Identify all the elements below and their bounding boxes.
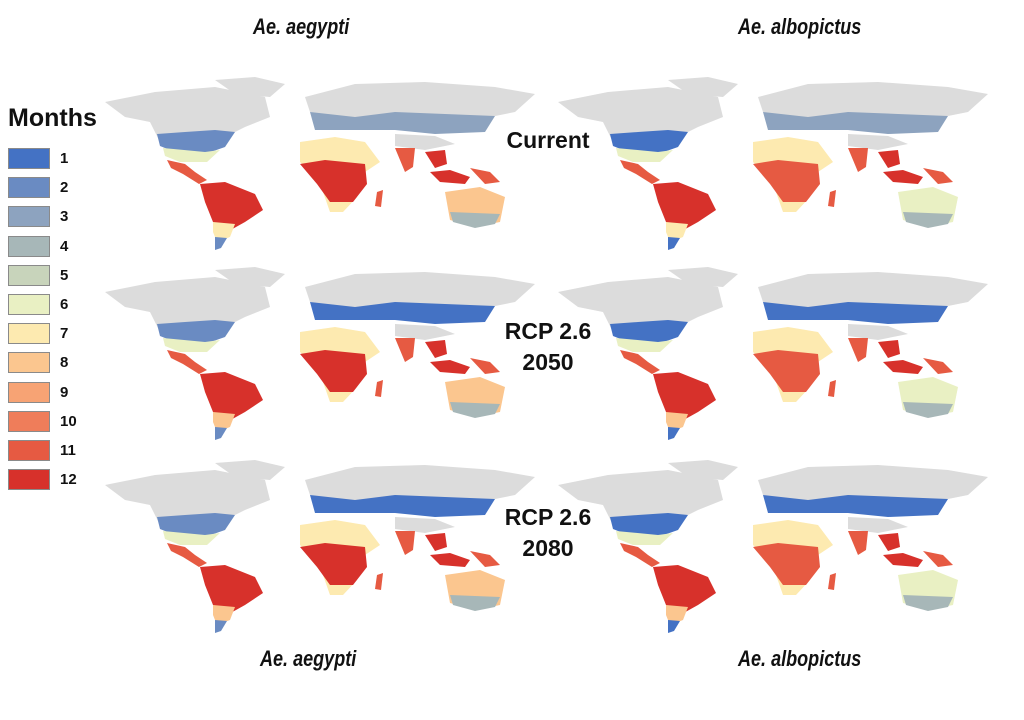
legend-swatch [8, 469, 50, 491]
column-title-albopictus-top: Ae. albopictus [738, 14, 862, 39]
legend-label: 6 [60, 296, 69, 314]
legend-label: 5 [60, 266, 69, 284]
legend-item-9: 9 [8, 378, 77, 407]
legend-label: 3 [60, 208, 69, 226]
legend-swatch [8, 148, 50, 170]
legend-label: 1 [60, 150, 69, 168]
legend-item-1: 1 [8, 144, 77, 173]
map-albopictus-2080 [548, 455, 998, 635]
legend-label: 8 [60, 354, 69, 372]
legend-item-12: 12 [8, 465, 77, 494]
column-title-albopictus-bottom: Ae. albopictus [738, 646, 862, 671]
legend-swatch [8, 206, 50, 228]
legend-swatch [8, 352, 50, 374]
legend-item-2: 2 [8, 173, 77, 202]
legend-label: 2 [60, 179, 69, 197]
row-label-rcp26-2050: RCP 2.6 2050 [493, 316, 603, 378]
row-label-current-line1: Current [506, 127, 590, 153]
legend-item-3: 3 [8, 202, 77, 231]
column-title-aegypti-top: Ae. aegypti [253, 14, 350, 39]
legend-label: 7 [60, 325, 69, 343]
map-aegypti-2080 [95, 455, 545, 635]
legend-swatch [8, 410, 50, 432]
legend-label: 11 [60, 441, 76, 459]
legend-swatch [8, 439, 50, 461]
map-aegypti-current [95, 72, 545, 252]
map-aegypti-2050 [95, 262, 545, 442]
legend-item-5: 5 [8, 261, 77, 290]
legend-label: 10 [60, 412, 77, 430]
row-label-2050-line1: RCP 2.6 [504, 318, 592, 344]
legend-swatch [8, 381, 50, 403]
legend-swatch [8, 264, 50, 286]
legend-item-8: 8 [8, 348, 77, 377]
row-label-2080-line2: 2080 [522, 535, 574, 561]
legend-swatch [8, 235, 50, 257]
map-albopictus-2050 [548, 262, 998, 442]
row-label-2050-line2: 2050 [522, 349, 574, 375]
legend-label: 9 [60, 383, 69, 401]
column-title-aegypti-bottom: Ae. aegypti [260, 646, 357, 671]
legend-swatch [8, 294, 50, 316]
row-label-2080-line1: RCP 2.6 [504, 504, 592, 530]
legend-item-4: 4 [8, 232, 77, 261]
legend-item-6: 6 [8, 290, 77, 319]
legend-item-11: 11 [8, 436, 77, 465]
legend-swatch [8, 177, 50, 199]
legend-item-10: 10 [8, 407, 77, 436]
row-label-current: Current [493, 125, 603, 156]
map-albopictus-current [548, 72, 998, 252]
legend: 1 2 3 4 5 6 7 8 9 10 11 12 [8, 144, 77, 494]
legend-swatch [8, 323, 50, 345]
legend-item-7: 7 [8, 319, 77, 348]
legend-title: Months [8, 104, 97, 132]
legend-label: 12 [60, 471, 77, 489]
row-label-rcp26-2080: RCP 2.6 2080 [493, 502, 603, 564]
legend-label: 4 [60, 237, 69, 255]
